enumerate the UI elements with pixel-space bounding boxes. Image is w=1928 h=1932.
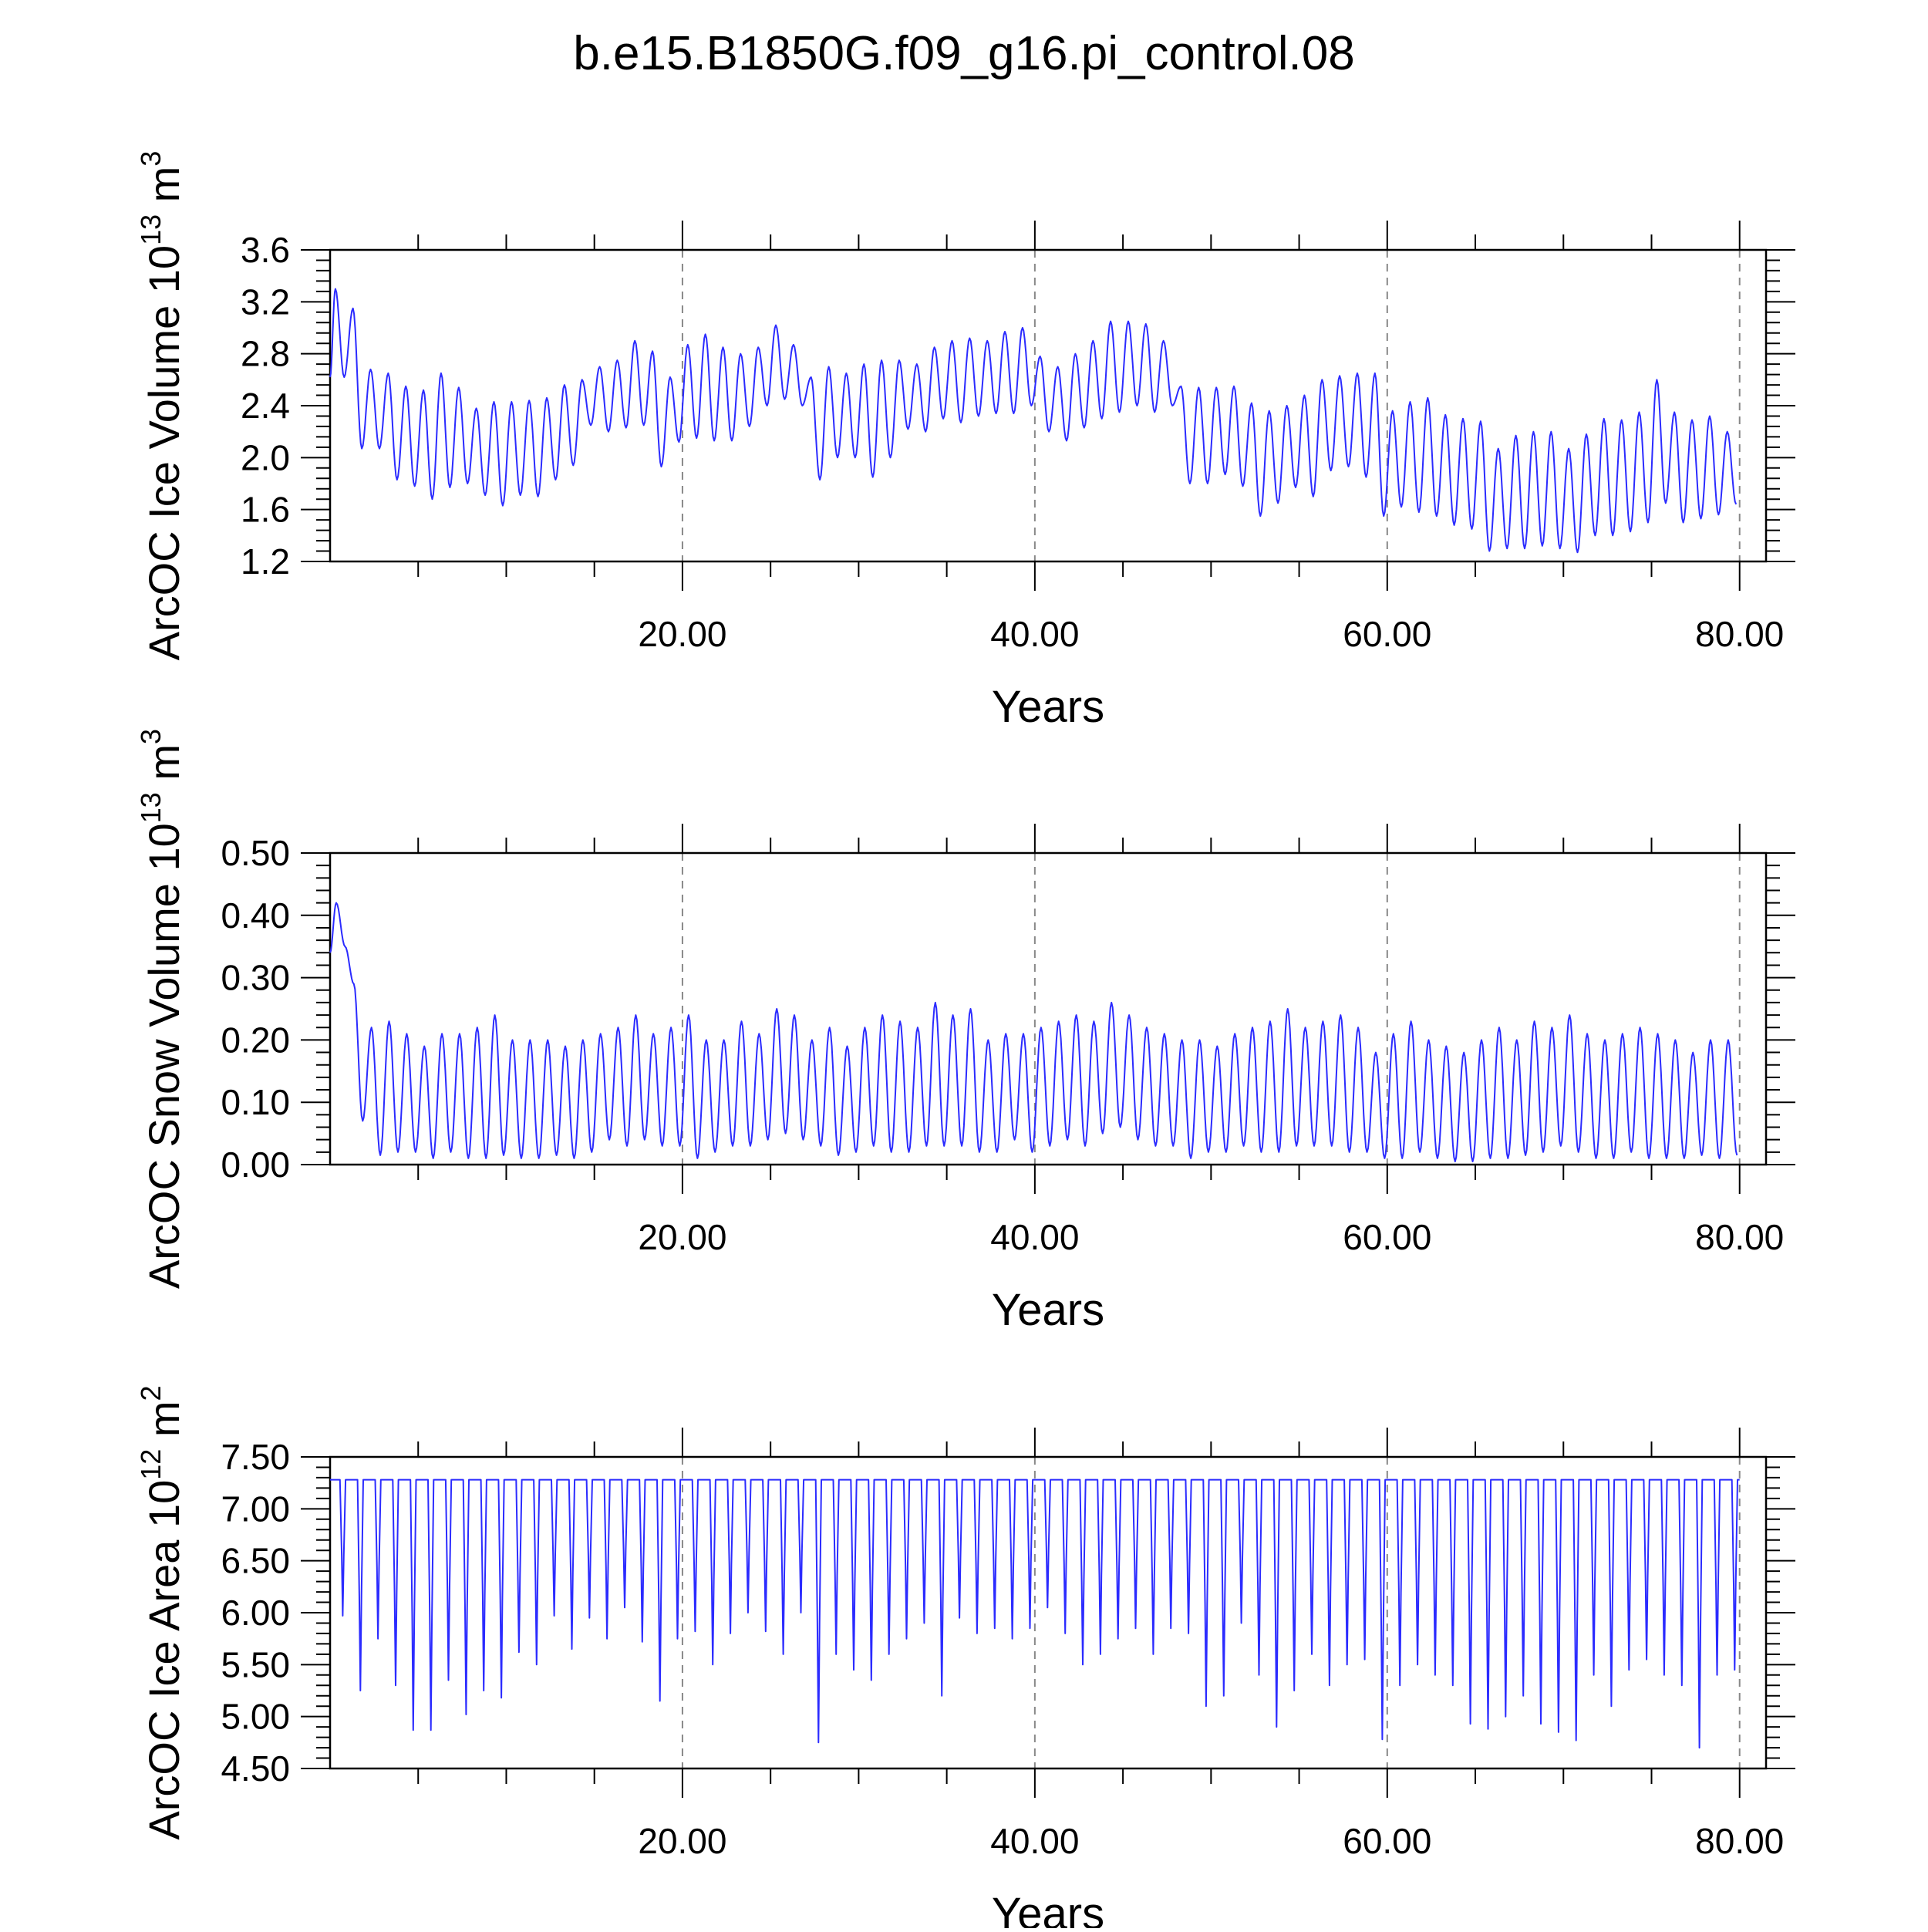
y-tick-label: 6.50 [221, 1541, 290, 1581]
x-tick-label: 20.00 [638, 1821, 726, 1861]
y-tick-label: 0.20 [221, 1020, 290, 1060]
plot-frame [329, 248, 1768, 563]
y-tick-label: 0.50 [221, 833, 290, 873]
y-tick-label: 5.00 [221, 1697, 290, 1737]
y-tick-label: 0.30 [221, 958, 290, 998]
plot-frame [329, 1455, 1768, 1770]
plot-frame [329, 851, 1768, 1166]
y-tick-label: 0.40 [221, 895, 290, 936]
x-tick-label: 40.00 [990, 1217, 1079, 1257]
panel-3: 4.50 5.00 5.50 6.00 6.50 7.00 7.50 20.00 40.00 60… [135, 1385, 1795, 1932]
x-tick-label: 40.00 [990, 1821, 1079, 1861]
x-tick-label: 80.00 [1695, 1217, 1784, 1257]
y-tick-label: 4.50 [221, 1748, 290, 1789]
y-tick-label: 2.0 [241, 437, 290, 477]
x-tick-label: 80.00 [1695, 1821, 1784, 1861]
y-axis-title: ArcOC Ice Area 1012 m2 [135, 1385, 188, 1839]
y-tick-label: 2.4 [241, 386, 290, 426]
y-tick-label: 3.6 [241, 230, 290, 270]
y-tick-label: 0.00 [221, 1145, 290, 1185]
y-tick-label: 2.8 [241, 334, 290, 374]
y-tick-label: 7.50 [221, 1437, 290, 1477]
x-axis-title: Years [992, 682, 1104, 732]
panel-2: 0.00 0.10 0.20 0.30 0.40 0.50 20.00 40.00 60.00 8… [135, 729, 1795, 1335]
y-axis-title: ArcOC Ice Volume 1013 m3 [135, 151, 188, 661]
x-tick-label: 20.00 [638, 1217, 726, 1257]
x-tick-label: 80.00 [1695, 614, 1784, 654]
x-tick-label: 60.00 [1343, 1821, 1431, 1861]
x-tick-label: 40.00 [990, 614, 1079, 654]
y-axis-title: ArcOC Snow Volume 1013 m3 [135, 729, 188, 1289]
x-tick-label: 20.00 [638, 614, 726, 654]
x-tick-label: 60.00 [1343, 1217, 1431, 1257]
x-axis-title: Years [992, 1285, 1104, 1335]
y-tick-label: 5.50 [221, 1644, 290, 1684]
panels-group: 1.2 1.6 2.0 2.4 2.8 3.2 3.6 20.00 40.00 60.00 80.0… [135, 151, 1795, 1932]
series-line-1 [329, 902, 1738, 1162]
series-line-1 [329, 288, 1738, 554]
y-tick-label: 1.6 [241, 490, 290, 530]
x-axis-title: Years [992, 1889, 1104, 1928]
y-tick-label: 6.00 [221, 1593, 290, 1633]
figure-title: b.e15.B1850G.f09_g16.pi_control.08 [573, 27, 1354, 80]
y-tick-label: 7.00 [221, 1489, 290, 1529]
x-tick-label: 60.00 [1343, 614, 1431, 654]
y-tick-label: 3.2 [241, 282, 290, 322]
panel-1: 1.2 1.6 2.0 2.4 2.8 3.2 3.6 20.00 40.00 60.00 80.0… [135, 151, 1795, 732]
series-line-1 [330, 1479, 1740, 1749]
y-tick-label: 1.2 [241, 541, 290, 582]
y-tick-label: 0.10 [221, 1082, 290, 1122]
